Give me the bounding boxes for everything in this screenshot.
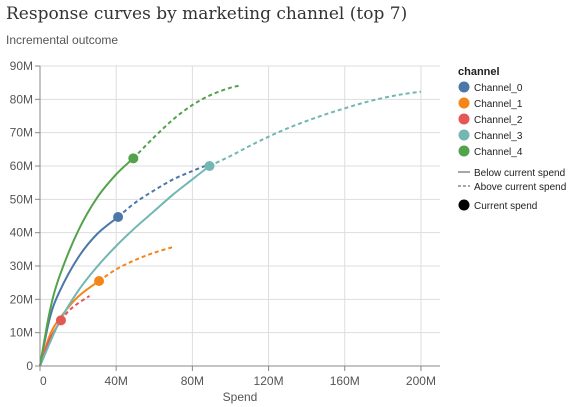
x-axis-title: Spend — [223, 390, 258, 404]
y-tick-label: 0 — [26, 359, 33, 373]
channel-4-above-line — [132, 84, 241, 160]
channel-0-current-spend-point — [113, 212, 124, 222]
x-tick-label: 80M — [181, 374, 204, 388]
legend-label-channel-0: Channel_0 — [474, 83, 523, 94]
grid — [39, 65, 440, 367]
x-tick-label: 0 — [40, 374, 47, 388]
legend: channel Channel_0 Channel_1 Channel_2 Channe… — [458, 66, 566, 212]
channel-0-below-line — [39, 216, 119, 367]
chart-subtitle: Incremental outcome — [6, 33, 119, 47]
legend-swatch-channel-2 — [458, 113, 470, 125]
channel-2-above-line — [60, 295, 91, 321]
legend-swatch-channel-1 — [458, 97, 470, 109]
x-tick-label: 40M — [105, 374, 128, 388]
series-lines — [39, 84, 422, 367]
channel-1-current-spend-point — [94, 276, 105, 286]
legend-label-channel-4: Channel_4 — [474, 147, 523, 158]
channel-3-current-spend-point — [204, 161, 215, 171]
y-tick-label: 70M — [10, 126, 33, 140]
legend-label-above: Above current spend — [474, 182, 566, 193]
legend-label-current-spend: Current spend — [474, 201, 537, 212]
y-tick-label: 80M — [10, 92, 33, 106]
x-tick-label: 200M — [406, 374, 436, 388]
channel-3-below-line — [39, 165, 211, 367]
legend-title: channel — [458, 66, 500, 78]
legend-swatch-channel-3 — [458, 129, 470, 141]
legend-label-channel-2: Channel_2 — [474, 115, 523, 126]
x-tick-label: 160M — [330, 374, 360, 388]
legend-label-channel-3: Channel_3 — [474, 131, 523, 142]
y-tick-label: 10M — [10, 326, 33, 340]
legend-swatch-channel-4 — [458, 145, 470, 157]
current-spend-points — [55, 153, 215, 326]
channel-4-current-spend-point — [128, 153, 139, 164]
legend-label-below: Below current spend — [474, 168, 565, 179]
y-tick-label: 60M — [10, 159, 33, 173]
chart-title: Response curves by marketing channel (to… — [6, 4, 408, 24]
channel-4-below-line — [39, 157, 134, 367]
y-tick-label: 50M — [10, 192, 33, 206]
axes: 0 10M 20M 30M 40M 50M 60M 70M 80M 90M 0 40M 80M 120M 1… — [10, 59, 440, 388]
channel-0-above-line — [117, 164, 208, 218]
y-tick-label: 90M — [10, 59, 33, 73]
legend-swatch-channel-0 — [458, 81, 470, 93]
legend-current-spend-swatch — [458, 199, 470, 211]
y-tick-label: 20M — [10, 292, 33, 306]
y-tick-label: 40M — [10, 226, 33, 240]
y-tick-label: 30M — [10, 259, 33, 273]
channel-3-above-line — [209, 90, 422, 167]
legend-label-channel-1: Channel_1 — [474, 99, 523, 110]
channel-2-current-spend-point — [55, 315, 66, 326]
x-tick-label: 120M — [254, 374, 284, 388]
